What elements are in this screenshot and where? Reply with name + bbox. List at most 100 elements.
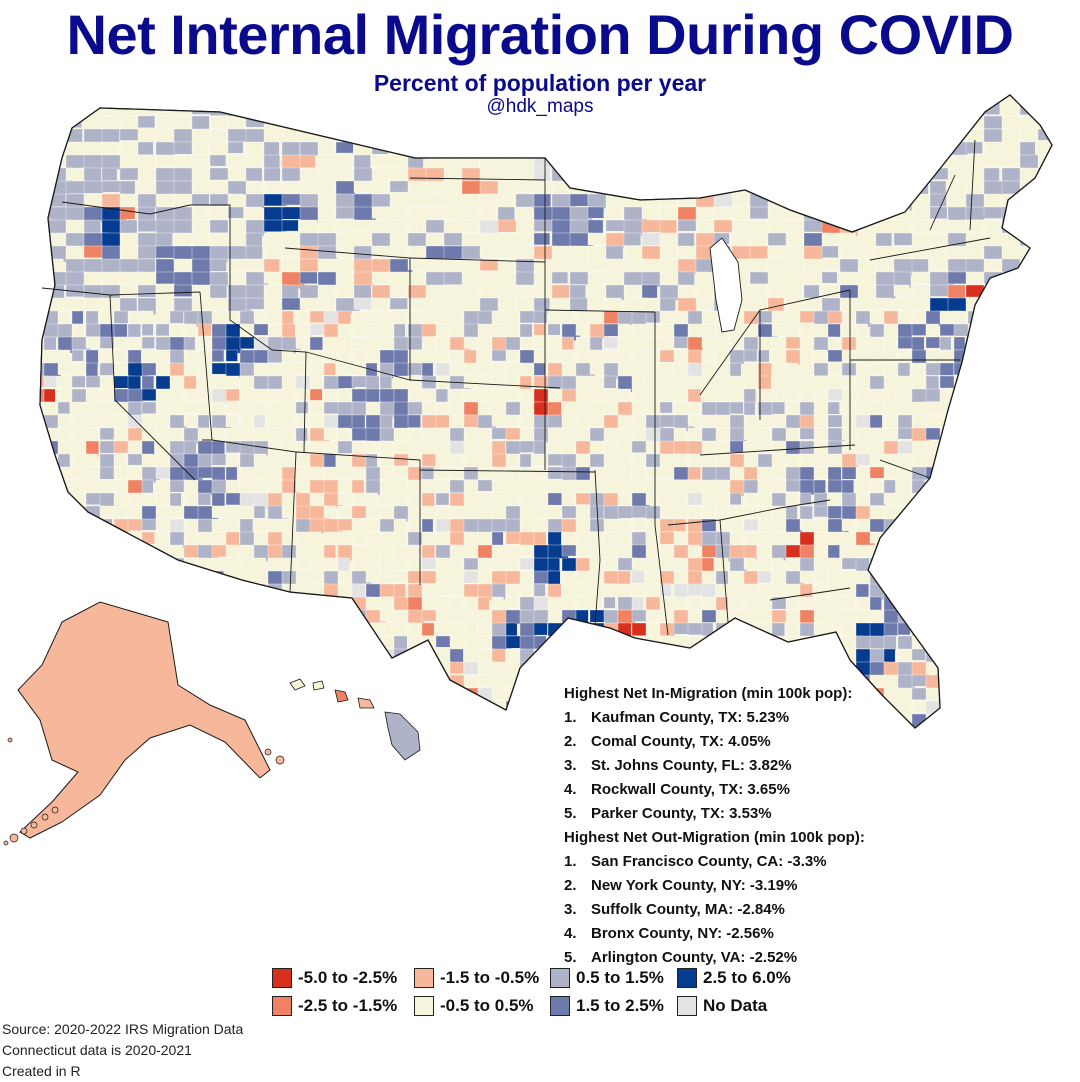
county (197, 648, 214, 662)
state-border-line (419, 469, 596, 473)
county (497, 245, 514, 259)
county (715, 414, 731, 430)
county (461, 141, 478, 155)
county (461, 102, 479, 115)
county (119, 219, 138, 234)
county (1051, 531, 1052, 545)
county (99, 583, 117, 600)
county (197, 635, 211, 653)
county (197, 414, 210, 430)
county (953, 557, 967, 571)
county (407, 661, 429, 677)
county (803, 95, 829, 107)
county (463, 531, 480, 547)
county (749, 115, 768, 131)
county (239, 453, 255, 468)
state-border-line (769, 587, 851, 601)
county (515, 206, 533, 219)
county (393, 388, 410, 403)
county (515, 102, 540, 119)
county (1051, 453, 1052, 467)
county (211, 687, 234, 703)
county (883, 648, 896, 663)
hawaii (289, 678, 421, 761)
county (875, 297, 893, 310)
county (1056, 129, 1072, 142)
county (641, 128, 660, 145)
county (1001, 180, 1023, 195)
county (1037, 284, 1052, 301)
county (365, 310, 382, 327)
county (1009, 453, 1028, 469)
county (767, 115, 787, 133)
county (421, 622, 435, 636)
out-migration-item: 5. Arlington County, VA: -2.52% (564, 949, 798, 966)
county (127, 323, 141, 339)
county (1009, 349, 1024, 366)
county (631, 310, 647, 326)
county (701, 453, 717, 469)
county (281, 141, 300, 157)
county (435, 492, 450, 506)
county (569, 219, 591, 236)
county (491, 726, 508, 728)
county (925, 362, 941, 376)
county (239, 687, 259, 705)
county (857, 141, 878, 159)
county (407, 245, 427, 258)
county (281, 622, 294, 637)
county (491, 596, 504, 610)
county (603, 661, 625, 676)
county (267, 713, 285, 728)
out-migration-item: 3. Suffolk County, MA: -2.84% (564, 901, 785, 918)
county (435, 505, 451, 520)
county (335, 180, 356, 196)
county (267, 622, 288, 639)
county (713, 167, 739, 181)
county (371, 128, 391, 142)
county (113, 414, 126, 427)
county (1009, 323, 1030, 340)
county (225, 583, 243, 599)
county (631, 440, 648, 453)
legend: -5.0 to -2.5% -2.5 to -1.5% -1.5 to -0.5… (272, 966, 832, 1024)
county (281, 596, 297, 610)
county (40, 479, 46, 493)
county (767, 141, 789, 155)
county (1056, 285, 1080, 301)
county (995, 531, 1017, 548)
county (967, 531, 985, 544)
county (813, 323, 830, 339)
county (263, 297, 286, 313)
county (519, 661, 532, 674)
county (101, 154, 121, 170)
county (875, 167, 895, 184)
county (1051, 557, 1052, 574)
county (1009, 609, 1027, 626)
county (857, 258, 876, 273)
county (1037, 362, 1052, 377)
county (519, 557, 535, 570)
county (1009, 544, 1030, 560)
state-border-line (879, 459, 931, 479)
county (169, 596, 188, 609)
county (617, 661, 632, 674)
county (575, 583, 590, 596)
county (1019, 258, 1044, 271)
county (365, 726, 378, 728)
county (821, 102, 841, 115)
county (925, 544, 947, 558)
county (953, 414, 967, 429)
county (983, 102, 1000, 115)
county (953, 622, 975, 637)
county (1023, 440, 1045, 456)
county (351, 635, 367, 650)
county (897, 453, 910, 469)
county (479, 297, 499, 312)
county (803, 141, 820, 159)
map-title: Net Internal Migration During COVID (66, 3, 1014, 66)
county (239, 544, 257, 560)
state-border-line (594, 469, 601, 626)
county (981, 622, 996, 640)
county (875, 193, 897, 211)
